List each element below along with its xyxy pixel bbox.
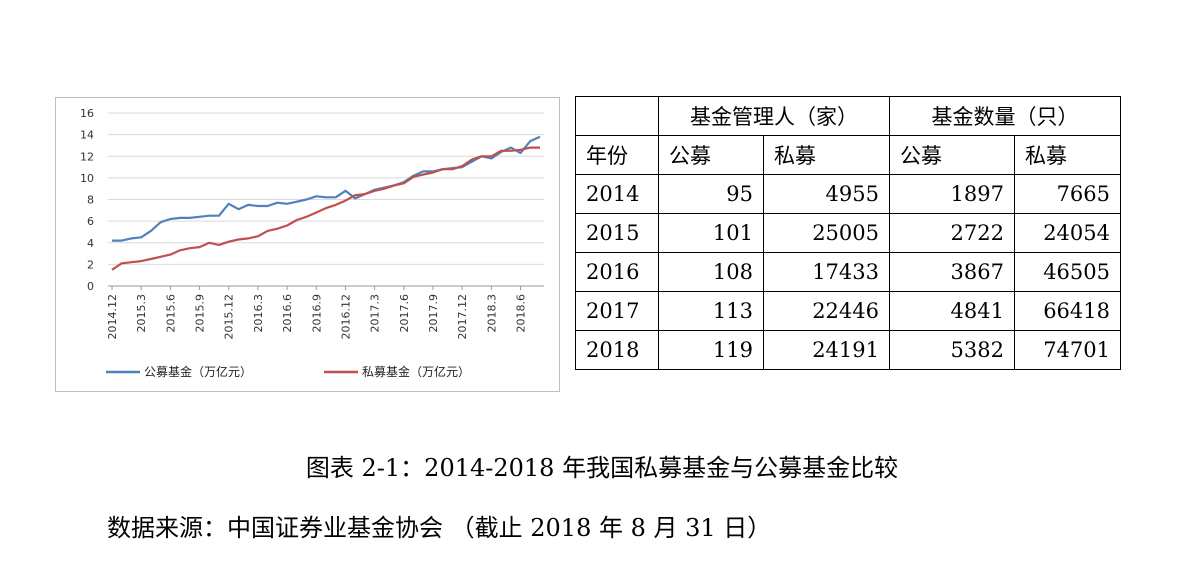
line-chart: 0 2 4 6 8 10 12 14 16 2014.12 2015.3 2015.6 2015.9 2…: [55, 97, 560, 392]
x-tick-label: 2015.3: [135, 294, 148, 333]
x-tick-label: 2016.12: [339, 294, 352, 340]
y-tick-label: 10: [80, 172, 94, 185]
y-tick-label: 0: [87, 280, 94, 293]
table-row: 2016 108 17433 3867 46505: [575, 252, 1121, 292]
header-public-funds: 公募: [889, 135, 1015, 175]
cell-value: 25005: [763, 213, 890, 253]
cell-value: 95: [658, 174, 764, 214]
cell-value: 66418: [1014, 291, 1121, 331]
x-tick-label: 2016.6: [281, 294, 294, 333]
cell-year: 2017: [575, 291, 659, 331]
cell-value: 4841: [889, 291, 1015, 331]
private-fund-line: [111, 146, 540, 271]
public-fund-line: [112, 135, 541, 242]
cell-value: 24054: [1014, 213, 1121, 253]
cell-value: 22446: [763, 291, 890, 331]
x-tick-label: 2016.9: [310, 294, 323, 333]
header-public-managers: 公募: [658, 135, 764, 175]
cell-value: 7665: [1014, 174, 1121, 214]
cell-value: 4955: [763, 174, 890, 214]
cell-value: 119: [658, 330, 764, 370]
data-source: 数据来源：中国证券业基金协会 （截止 2018 年 8 月 31 日）: [107, 514, 772, 542]
header-private-managers: 私募: [763, 135, 890, 175]
x-tick-label: 2014.12: [106, 294, 119, 340]
cell-year: 2014: [575, 174, 659, 214]
fund-table: 基金管理人（家） 基金数量（只） 年份 公募 私募 公募 私募 2014 95 …: [575, 96, 1121, 370]
legend-label-public: 公募基金（万亿元）: [144, 364, 252, 379]
header-fund-count: 基金数量（只）: [889, 96, 1121, 136]
header-private-funds: 私募: [1014, 135, 1121, 175]
x-tick-label: 2017.6: [398, 294, 411, 333]
y-tick-label: 2: [87, 258, 94, 271]
x-tick-label: 2017.9: [427, 294, 440, 333]
cell-value: 5382: [889, 330, 1015, 370]
cell-value: 17433: [763, 252, 890, 292]
x-tick-label: 2015.9: [194, 294, 207, 333]
cell-value: 1897: [889, 174, 1015, 214]
y-tick-label: 8: [87, 194, 94, 207]
y-tick-label: 4: [87, 237, 94, 250]
y-tick-label: 14: [80, 129, 94, 142]
cell-value: 101: [658, 213, 764, 253]
table-header-row-2: 年份 公募 私募 公募 私募: [575, 135, 1121, 175]
cell-value: 46505: [1014, 252, 1121, 292]
cell-value: 113: [658, 291, 764, 331]
cell-value: 3867: [889, 252, 1015, 292]
y-tick-label: 6: [87, 215, 94, 228]
figure-caption: 图表 2-1：2014-2018 年我国私募基金与公募基金比较: [305, 454, 899, 482]
x-tick-label: 2015.12: [223, 294, 236, 340]
cell-year: 2015: [575, 213, 659, 253]
table-row: 2014 95 4955 1897 7665: [575, 174, 1121, 214]
x-tick-label: 2018.3: [485, 294, 498, 333]
table-row: 2018 119 24191 5382 74701: [575, 330, 1121, 370]
chart-svg: 0 2 4 6 8 10 12 14 16 2014.12 2015.3 2015.6 2015.9 2…: [80, 107, 544, 379]
cell-value: 74701: [1014, 330, 1121, 370]
table-row: 2017 113 22446 4841 66418: [575, 291, 1121, 331]
cell-year: 2016: [575, 252, 659, 292]
cell-value: 24191: [763, 330, 890, 370]
x-tick-label: 2015.6: [164, 294, 177, 333]
y-tick-label: 16: [80, 107, 94, 120]
cell-year: 2018: [575, 330, 659, 370]
cell-value: 2722: [889, 213, 1015, 253]
header-year: 年份: [575, 135, 659, 175]
header-cell-empty: [575, 96, 659, 136]
table-header-row-1: 基金管理人（家） 基金数量（只）: [575, 96, 1121, 136]
y-tick-label: 12: [80, 150, 94, 163]
table-row: 2015 101 25005 2722 24054: [575, 213, 1121, 253]
x-tick-label: 2017.3: [369, 294, 382, 333]
x-tick-label: 2017.12: [456, 294, 469, 340]
x-tick-label: 2018.6: [515, 294, 528, 333]
x-tick-label: 2016.3: [252, 294, 265, 333]
legend-label-private: 私募基金（万亿元）: [362, 364, 470, 379]
header-managers: 基金管理人（家）: [658, 96, 890, 136]
cell-value: 108: [658, 252, 764, 292]
